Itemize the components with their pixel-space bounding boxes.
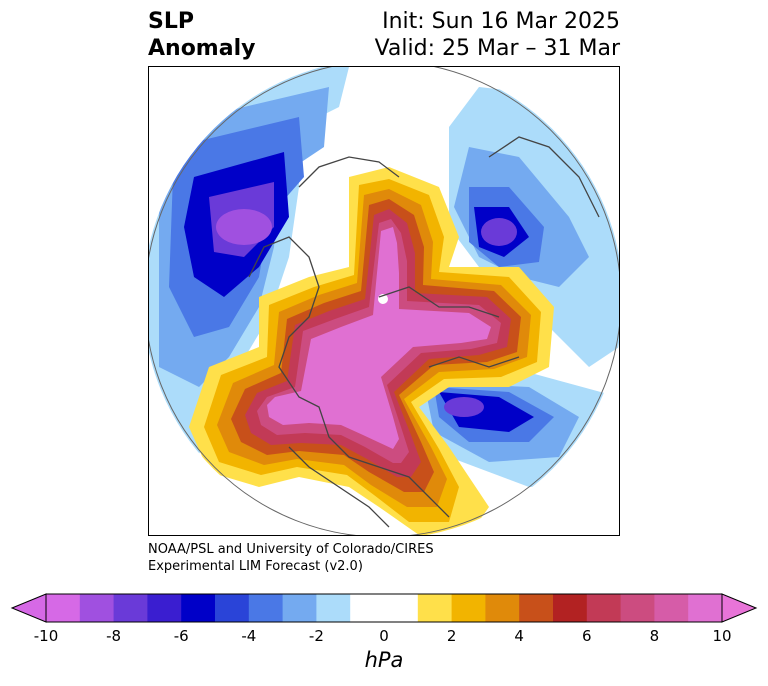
colorbar-segment: [316, 594, 351, 622]
colorbar-segment: [620, 594, 655, 622]
colorbar-segment: [282, 594, 317, 622]
colorbar-segment: [113, 594, 148, 622]
credit-line-2: Experimental LIM Forecast (v2.0): [148, 559, 363, 574]
colorbar-tick-label: -8: [106, 627, 122, 645]
colorbar-segment: [586, 594, 622, 622]
credit-line-1: NOAA/PSL and University of Colorado/CIRE…: [148, 542, 434, 557]
map-title: SLP Anomaly: [148, 8, 255, 62]
colorbar-segment: [46, 594, 81, 622]
valid-dates: Valid: 25 Mar – 31 Mar: [374, 36, 620, 61]
colorbar-tick-label: -6: [173, 627, 189, 645]
colorbar-segment: [79, 594, 115, 622]
colorbar-segment: [451, 594, 486, 622]
colorbar: [10, 593, 758, 623]
colorbar-segment: [147, 594, 182, 622]
colorbar-tick-label: -10: [33, 627, 59, 645]
forecast-dates: Init: Sun 16 Mar 2025 Valid: 25 Mar – 31…: [375, 8, 620, 62]
colorbar-segment: [654, 594, 689, 622]
colorbar-max-arrow: [721, 593, 758, 623]
init-date: Init: Sun 16 Mar 2025: [382, 9, 620, 34]
colorbar-min-arrow: [10, 593, 47, 623]
colorbar-tick-label: -2: [308, 627, 324, 645]
colorbar-segment: [248, 594, 284, 622]
anomaly-low-pacific-core: [216, 209, 272, 245]
slp-anomaly-map: [149, 67, 619, 535]
coastlines: [248, 136, 600, 528]
anomaly-low-atlantic-core: [444, 397, 484, 417]
map-panel: [148, 66, 620, 536]
colorbar-segment: [350, 594, 385, 622]
colorbar-tick-label: -4: [241, 627, 257, 645]
colorbar-tick-label: 10: [712, 627, 732, 645]
colorbar-segment: [688, 594, 723, 622]
anomaly-high-arctic-core: [267, 227, 491, 449]
anomaly-low-europe-core: [481, 218, 517, 246]
colorbar-segment: [417, 594, 453, 622]
colorbar-tick-label: 2: [446, 627, 457, 645]
colorbar-segment: [215, 594, 250, 622]
title-line-1: SLP: [148, 9, 194, 34]
colorbar-tick-label: 0: [379, 627, 389, 645]
colorbar-tick-label: 8: [649, 627, 660, 645]
colorbar-tick-label: 6: [582, 627, 592, 645]
colorbar-segment: [384, 594, 419, 622]
colorbar-tick-label: 4: [514, 627, 524, 645]
title-line-2: Anomaly: [148, 36, 256, 61]
colorbar-segment: [553, 594, 588, 622]
credit: NOAA/PSL and University of Colorado/CIRE…: [148, 541, 434, 575]
colorbar-unit: hPa: [364, 648, 404, 672]
colorbar-segment: [181, 594, 216, 622]
colorbar-segment: [519, 594, 554, 622]
colorbar-segment: [485, 594, 520, 622]
